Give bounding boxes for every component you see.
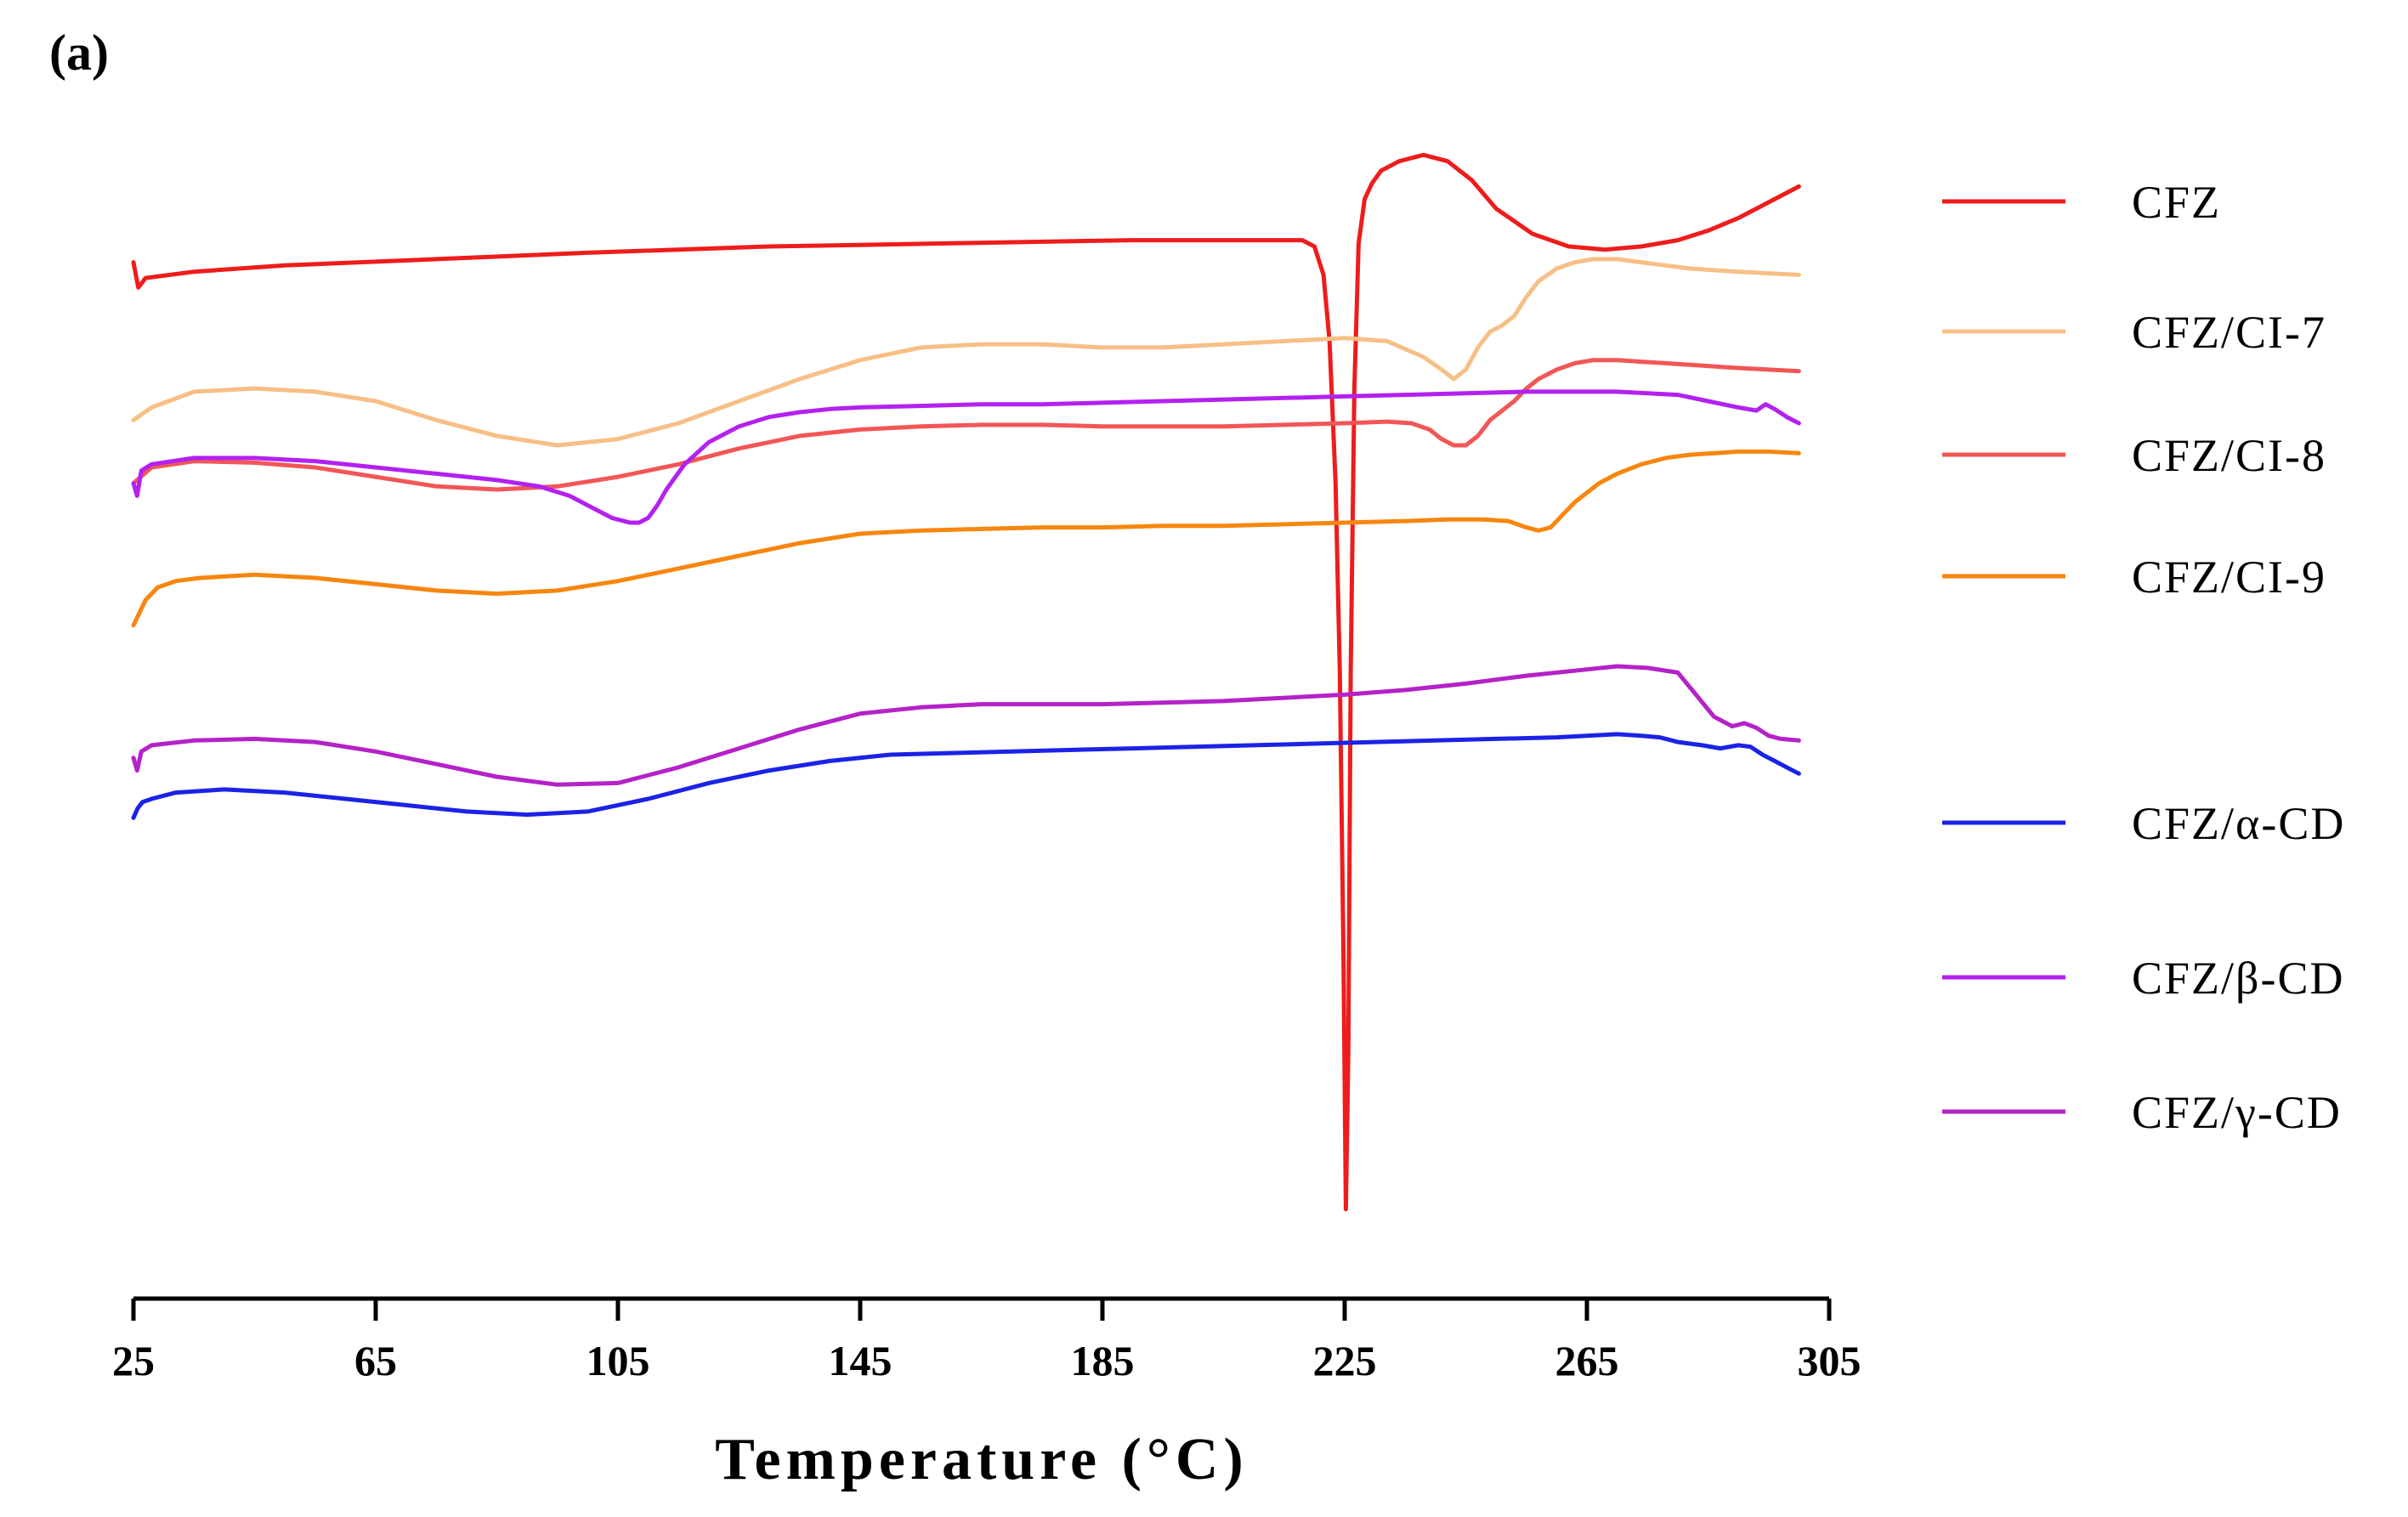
legend-label-5: CFZ/β-CD: [2132, 953, 2345, 1004]
series-line-5: [131, 389, 1801, 525]
x-tick-label-225: 225: [1313, 1337, 1377, 1384]
legend-label-2: CFZ/CI-8: [2132, 430, 2326, 481]
x-axis-title: Temperature (°C): [715, 1427, 1249, 1492]
legend-label-6: CFZ/γ-CD: [2132, 1087, 2342, 1138]
legend-label-1: CFZ/CI-7: [2132, 307, 2326, 358]
x-tick-label-185: 185: [1071, 1337, 1135, 1384]
x-tick-label-65: 65: [354, 1337, 397, 1384]
x-axis-ticks: 25 65 105 145 185 225 265 305: [112, 1299, 1861, 1384]
panel-label: (a): [49, 25, 109, 81]
x-tick-label-25: 25: [112, 1337, 155, 1384]
series-line-0: [131, 152, 1801, 1212]
x-tick-label-305: 305: [1798, 1337, 1861, 1384]
legend-label-0: CFZ: [2132, 177, 2221, 228]
series-line-2: [131, 358, 1801, 492]
series-line-6: [131, 664, 1801, 787]
legend-label-3: CFZ/CI-9: [2132, 552, 2326, 603]
series-line-4: [131, 732, 1801, 820]
x-tick-label-265: 265: [1555, 1337, 1619, 1384]
x-tick-label-105: 105: [586, 1337, 650, 1384]
legend: CFZ CFZ/CI-7 CFZ/CI-8 CFZ/CI-9 CFZ/α-CD CFZ/β…: [1942, 177, 2345, 1138]
series-line-3: [131, 449, 1801, 628]
legend-label-4: CFZ/α-CD: [2132, 798, 2345, 849]
plot-series-group: [131, 152, 1801, 1212]
series-line-1: [131, 257, 1801, 448]
x-tick-label-145: 145: [829, 1337, 892, 1384]
